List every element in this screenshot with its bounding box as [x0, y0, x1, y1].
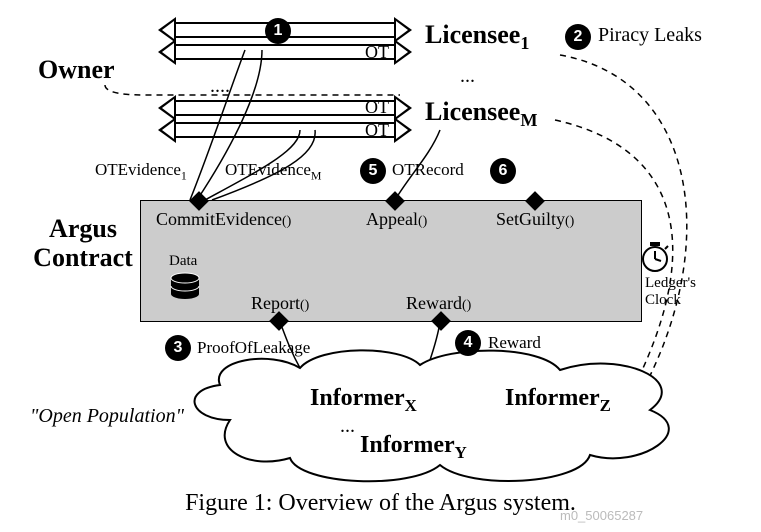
method-set-guilty: SetGuilty(): [496, 209, 574, 230]
data-label: Data: [169, 253, 197, 270]
otevidence1-label: OTEvidence1: [95, 160, 187, 183]
informerY-label: InformerY: [360, 432, 467, 463]
otevidenceM-label: OTEvidenceM: [225, 160, 321, 183]
method-appeal: Appeal(): [366, 209, 427, 230]
informer-ellipsis: ...: [340, 415, 355, 438]
diagram-canvas: OT OT OT Owner .... Licensee1 ... Licens…: [0, 0, 761, 532]
argus-contract-title: Argus Contract: [28, 215, 138, 272]
badge-3: 3: [165, 335, 191, 361]
informerX-label: InformerX: [310, 385, 417, 416]
database-icon: [167, 271, 203, 307]
ledger-clock-label: Ledger's Clock: [645, 275, 696, 308]
method-commit-evidence: CommitEvidence(): [156, 209, 291, 230]
figure-caption: Figure 1: Overview of the Argus system.: [0, 490, 761, 517]
argus-contract-box: CommitEvidence() Appeal() SetGuilty() Re…: [140, 200, 642, 322]
reward-edge-label: Reward: [488, 333, 541, 353]
open-population-label: "Open Population": [30, 405, 184, 428]
clock-icon: [638, 240, 672, 274]
informerZ-label: InformerZ: [505, 385, 611, 416]
badge-4: 4: [455, 330, 481, 356]
method-report: Report(): [251, 293, 309, 314]
watermark: m0_50065287: [560, 508, 643, 523]
method-reward: Reward(): [406, 293, 471, 314]
badge-5: 5: [360, 158, 386, 184]
proof-of-leakage-label: ProofOfLeakage: [197, 338, 310, 358]
otrecord-label: OTRecord: [392, 160, 464, 180]
badge-6: 6: [490, 158, 516, 184]
